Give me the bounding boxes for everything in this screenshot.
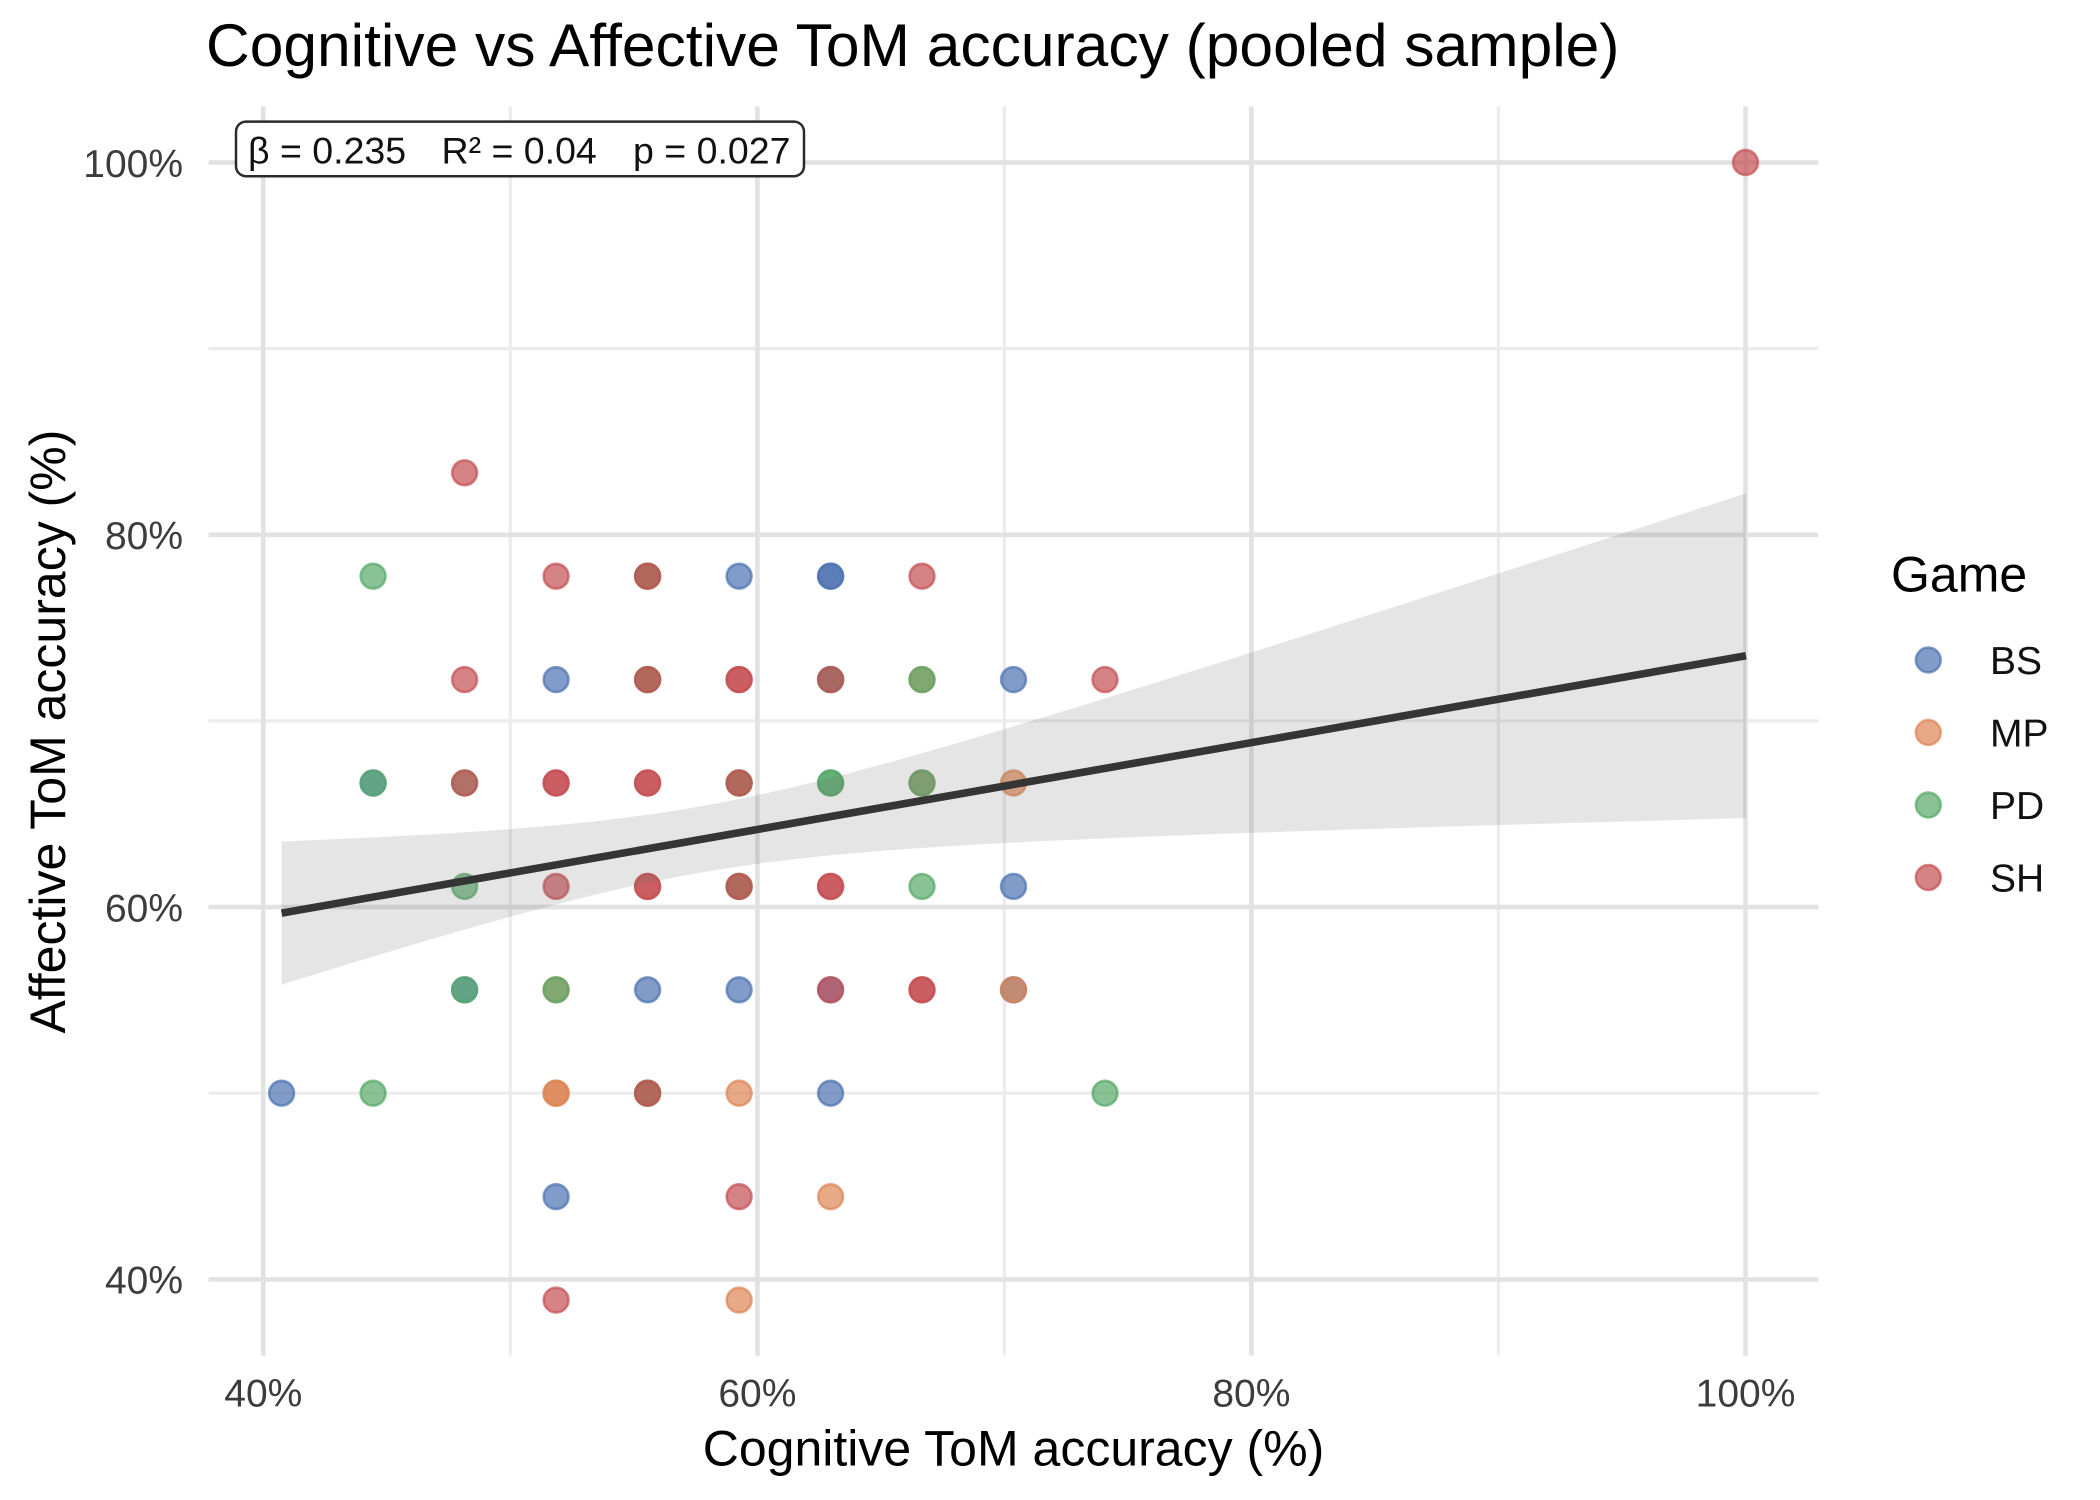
- svg-text:PD: PD: [1990, 785, 2044, 828]
- svg-text:80%: 80%: [105, 515, 183, 558]
- svg-text:R² = 0.04: R² = 0.04: [442, 130, 597, 172]
- svg-text:Cognitive ToM accuracy (%): Cognitive ToM accuracy (%): [703, 1421, 1325, 1477]
- svg-text:Game: Game: [1891, 547, 2027, 603]
- svg-text:40%: 40%: [224, 1372, 302, 1415]
- svg-text:Cognitive vs Affective ToM acc: Cognitive vs Affective ToM accuracy (poo…: [206, 11, 1619, 79]
- svg-text:MP: MP: [1990, 713, 2049, 756]
- svg-text:p = 0.027: p = 0.027: [633, 130, 790, 172]
- svg-text:60%: 60%: [105, 887, 183, 930]
- svg-text:100%: 100%: [83, 143, 183, 186]
- svg-text:SH: SH: [1990, 858, 2044, 901]
- svg-text:40%: 40%: [105, 1260, 183, 1303]
- svg-text:Affective ToM accuracy (%): Affective ToM accuracy (%): [20, 430, 76, 1034]
- svg-text:BS: BS: [1990, 640, 2042, 683]
- svg-text:60%: 60%: [718, 1372, 796, 1415]
- svg-text:100%: 100%: [1696, 1372, 1796, 1415]
- svg-text:β = 0.235: β = 0.235: [248, 130, 406, 172]
- svg-text:80%: 80%: [1212, 1372, 1290, 1415]
